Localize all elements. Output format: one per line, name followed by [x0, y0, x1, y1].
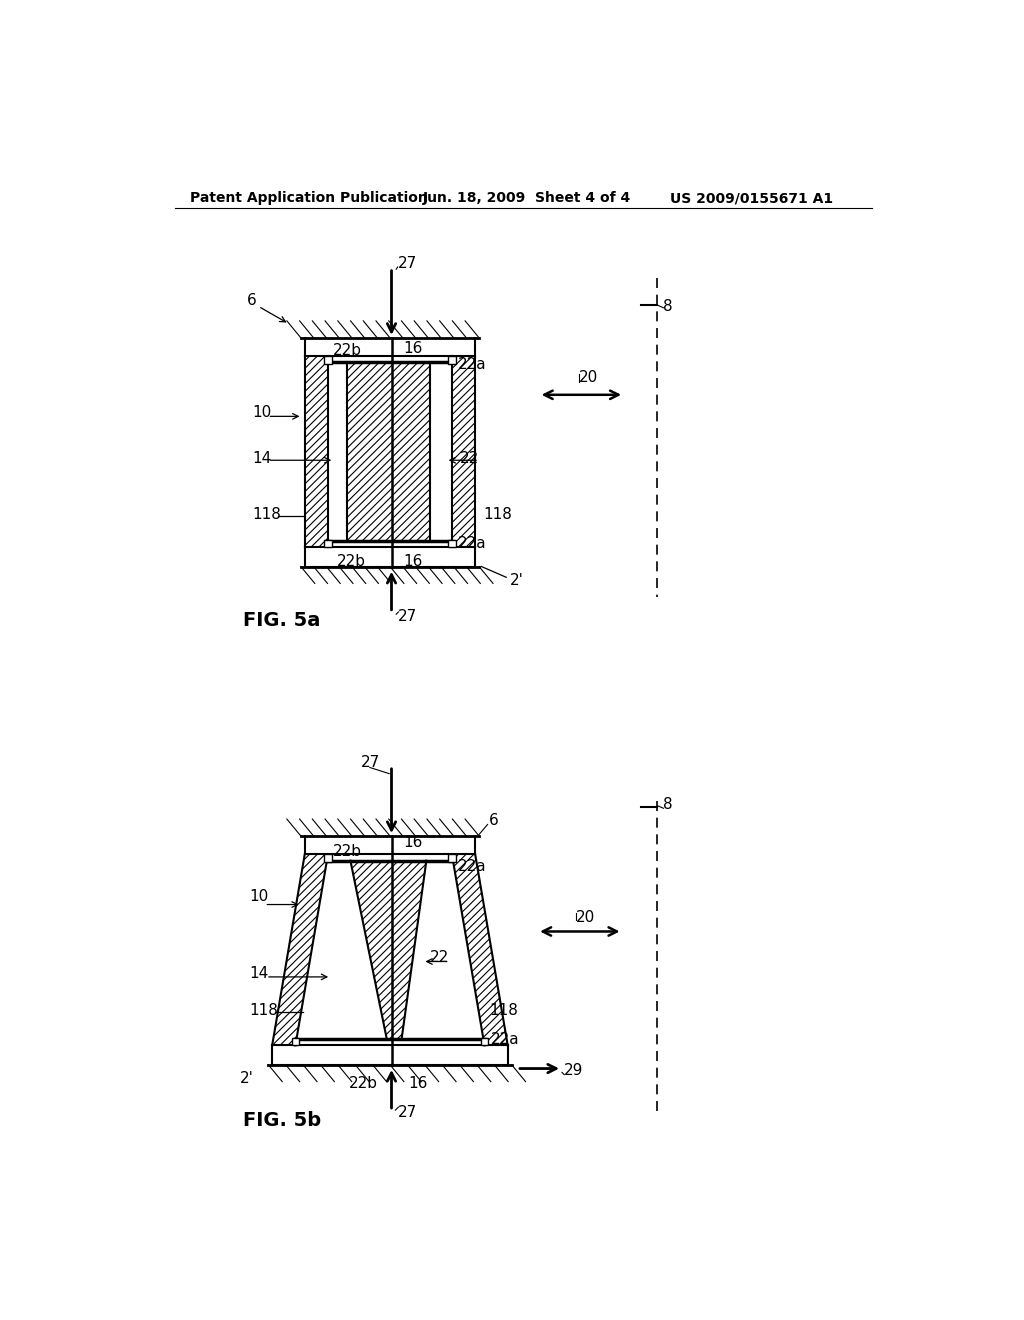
Text: 118: 118: [249, 1003, 278, 1018]
Text: Jun. 18, 2009  Sheet 4 of 4: Jun. 18, 2009 Sheet 4 of 4: [423, 191, 631, 206]
Polygon shape: [480, 1038, 488, 1045]
Polygon shape: [449, 540, 456, 548]
Text: FIG. 5b: FIG. 5b: [243, 1110, 321, 1130]
Text: 22: 22: [460, 451, 479, 466]
Text: 22b: 22b: [334, 843, 362, 859]
Text: 22a: 22a: [490, 1032, 519, 1047]
Text: 16: 16: [403, 341, 423, 356]
Text: 22a: 22a: [458, 536, 486, 550]
Text: 27: 27: [397, 609, 417, 624]
Polygon shape: [324, 540, 332, 548]
Text: 10: 10: [252, 405, 271, 420]
Text: 20: 20: [575, 909, 595, 925]
Text: FIG. 5a: FIG. 5a: [243, 611, 321, 630]
Polygon shape: [449, 356, 456, 364]
Text: 29: 29: [563, 1064, 583, 1078]
Text: 22b: 22b: [349, 1076, 378, 1092]
Text: 2': 2': [240, 1071, 254, 1086]
Text: 118: 118: [489, 1003, 518, 1018]
Text: 27: 27: [397, 256, 417, 272]
Text: 16: 16: [403, 836, 423, 850]
Text: 22a: 22a: [458, 358, 486, 372]
Text: 14: 14: [249, 965, 268, 981]
Text: 22a: 22a: [458, 858, 486, 874]
Text: 118: 118: [252, 507, 281, 521]
Text: 10: 10: [249, 890, 268, 904]
Text: 27: 27: [360, 755, 380, 770]
Text: 22b: 22b: [337, 554, 367, 569]
Text: 2': 2': [510, 573, 524, 587]
Polygon shape: [292, 1038, 299, 1045]
Text: 22b: 22b: [334, 343, 362, 358]
Text: 27: 27: [397, 1105, 417, 1119]
Text: 22: 22: [430, 950, 450, 965]
Text: 6: 6: [489, 813, 499, 828]
Text: 16: 16: [403, 554, 423, 569]
Polygon shape: [324, 854, 332, 862]
Text: 20: 20: [579, 371, 598, 385]
Text: 14: 14: [252, 451, 271, 466]
Text: Patent Application Publication: Patent Application Publication: [190, 191, 428, 206]
Polygon shape: [449, 854, 456, 862]
Text: 8: 8: [663, 298, 673, 314]
Text: 8: 8: [663, 797, 673, 812]
Text: 118: 118: [483, 507, 512, 521]
Text: US 2009/0155671 A1: US 2009/0155671 A1: [671, 191, 834, 206]
Polygon shape: [324, 356, 332, 364]
Text: 6: 6: [247, 293, 256, 309]
Text: 16: 16: [409, 1076, 428, 1092]
